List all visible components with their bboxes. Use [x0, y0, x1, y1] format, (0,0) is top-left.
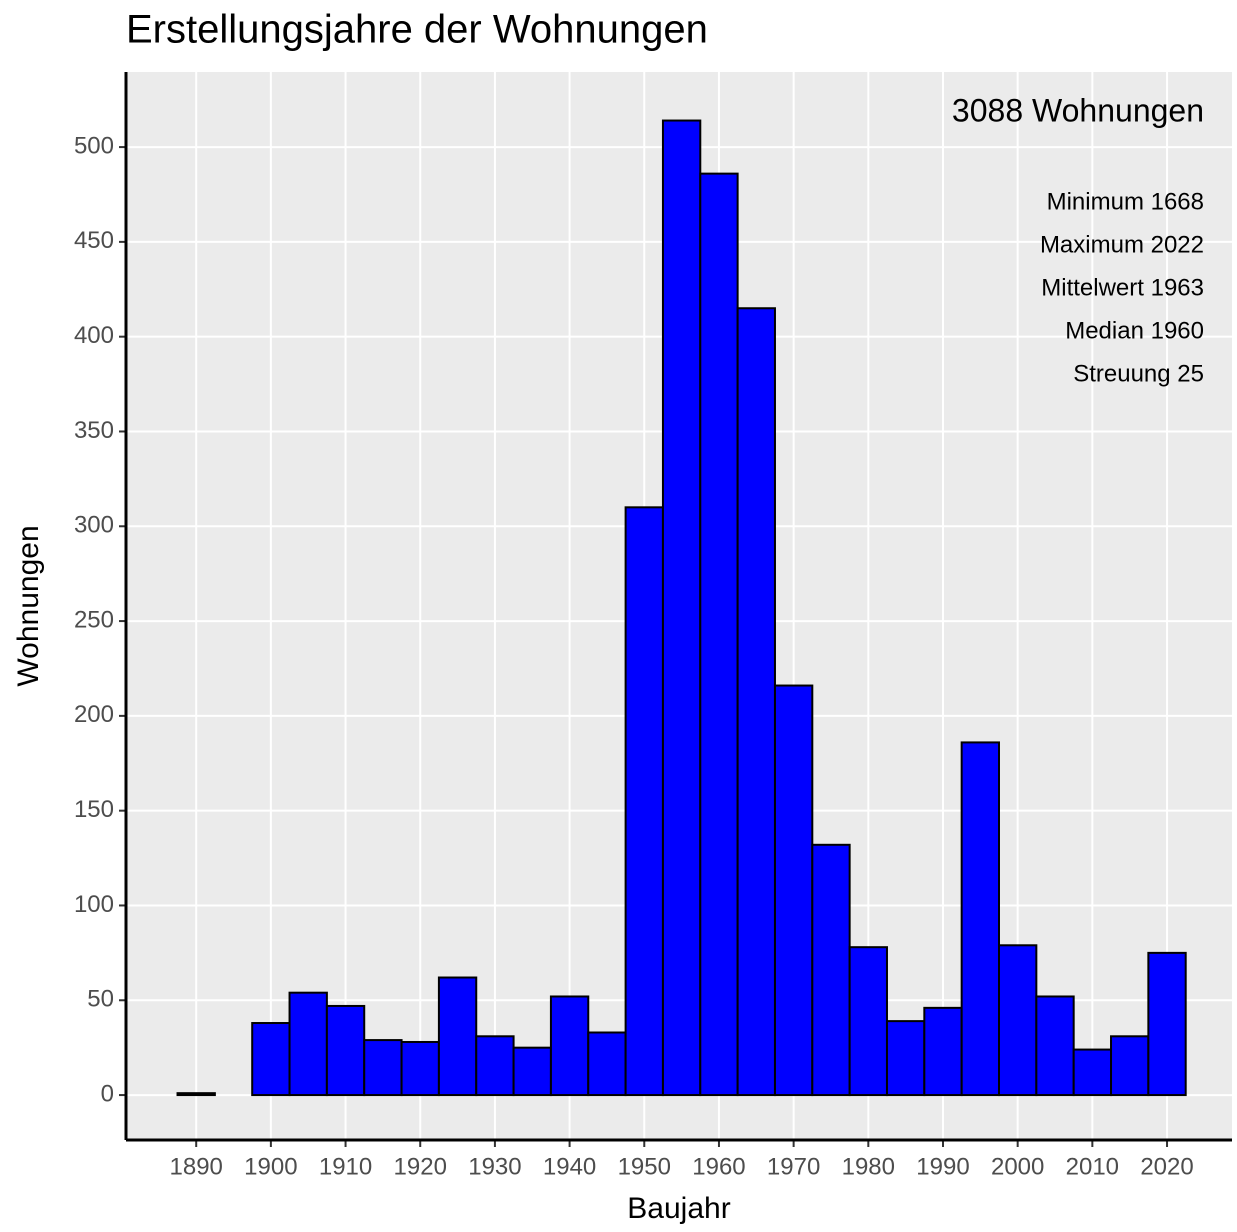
- y-tick-label: 500: [74, 132, 114, 159]
- y-tick-label: 150: [74, 796, 114, 823]
- x-tick-label: 1990: [916, 1153, 969, 1180]
- x-tick-label: 2020: [1140, 1153, 1193, 1180]
- y-tick-label: 300: [74, 512, 114, 539]
- bar: [176, 1092, 216, 1097]
- chart-title: Erstellungsjahre der Wohnungen: [126, 8, 708, 52]
- y-tick-label: 0: [101, 1080, 114, 1107]
- bar: [363, 1039, 403, 1097]
- bar: [624, 506, 664, 1097]
- bar: [549, 995, 590, 1097]
- bar: [1147, 951, 1187, 1097]
- bar: [736, 307, 776, 1097]
- bar: [400, 1040, 440, 1097]
- y-axis-label: Wohnungen: [12, 525, 45, 686]
- bar: [848, 946, 888, 1097]
- annotation: 3088 Wohnungen: [952, 92, 1204, 128]
- y-tick-label: 350: [74, 417, 114, 444]
- y-tick-label: 400: [74, 322, 114, 349]
- x-tick-label: 1900: [244, 1153, 297, 1180]
- annotation: Minimum 1668: [1047, 188, 1204, 215]
- bar: [998, 944, 1038, 1097]
- x-tick-label: 2010: [1066, 1153, 1119, 1180]
- x-axis-label: Baujahr: [627, 1192, 730, 1225]
- x-tick-label: 1980: [842, 1153, 895, 1180]
- bar: [773, 684, 814, 1097]
- y-tick-label: 50: [87, 986, 114, 1013]
- bar: [1072, 1048, 1113, 1097]
- bar: [960, 741, 1001, 1097]
- y-tick-label: 450: [74, 227, 114, 254]
- bar: [475, 1035, 515, 1097]
- bar: [699, 172, 739, 1097]
- x-tick-label: 1950: [618, 1153, 671, 1180]
- bar: [661, 119, 702, 1097]
- bar: [512, 1046, 552, 1097]
- x-tick-label: 1960: [692, 1153, 745, 1180]
- bar: [325, 1004, 366, 1097]
- bar: [1035, 995, 1075, 1097]
- annotation: Maximum 2022: [1040, 231, 1204, 258]
- annotation: Median 1960: [1065, 317, 1204, 344]
- bar: [288, 991, 328, 1097]
- bar: [1110, 1035, 1150, 1097]
- x-tick-label: 1940: [543, 1153, 596, 1180]
- bar: [437, 976, 478, 1097]
- y-tick-label: 200: [74, 701, 114, 728]
- y-tick-label: 250: [74, 606, 114, 633]
- x-tick-label: 1890: [170, 1153, 223, 1180]
- bar: [885, 1020, 926, 1097]
- x-tick-label: 1910: [319, 1153, 372, 1180]
- bar: [811, 843, 851, 1097]
- annotation: Mittelwert 1963: [1041, 274, 1204, 301]
- bar: [251, 1022, 291, 1097]
- bar: [587, 1031, 627, 1097]
- x-tick-label: 2000: [991, 1153, 1044, 1180]
- x-tick-label: 1970: [767, 1153, 820, 1180]
- x-tick-label: 1920: [394, 1153, 447, 1180]
- bar: [923, 1006, 963, 1097]
- x-tick-label: 1930: [468, 1153, 521, 1180]
- annotation: Streuung 25: [1073, 360, 1204, 387]
- y-tick-label: 100: [74, 891, 114, 918]
